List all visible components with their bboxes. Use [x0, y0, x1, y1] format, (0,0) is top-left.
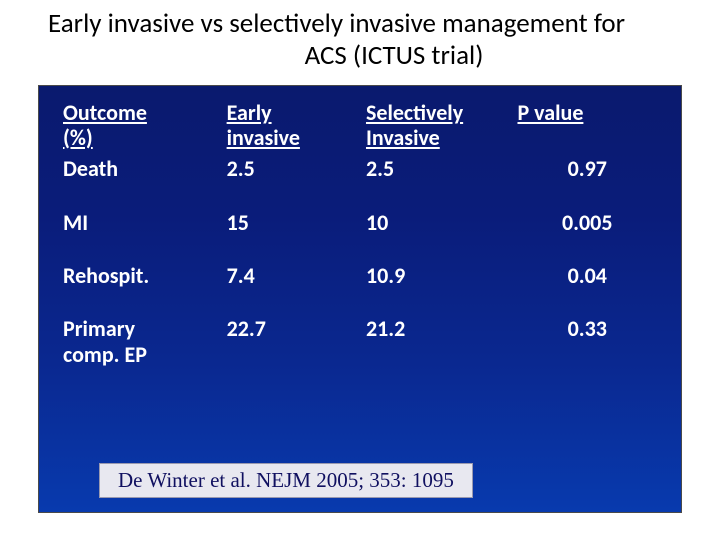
- row-gap: [57, 235, 663, 263]
- slide: Early invasive vs selectively invasive m…: [0, 0, 720, 540]
- slide-title: Early invasive vs selectively invasive m…: [0, 0, 720, 77]
- row-gap: [57, 182, 663, 210]
- citation-text: De Winter et al. NEJM 2005; 353: 1095: [118, 468, 454, 492]
- cell-sel: 2.5: [360, 156, 512, 181]
- header-outcome-l2: (%): [63, 124, 93, 151]
- header-row: Outcome (%) Early invasive Selectively I…: [57, 100, 663, 157]
- header-sel-l1: Selectively: [366, 99, 463, 126]
- cell-p: 0.33: [511, 316, 663, 367]
- header-pvalue: P value: [511, 100, 663, 157]
- cell-p: 0.04: [511, 263, 663, 288]
- row-label-l1: Primary: [63, 315, 135, 342]
- row-label: Rehospit.: [57, 263, 221, 288]
- citation-box: De Winter et al. NEJM 2005; 353: 1095: [99, 463, 473, 498]
- header-early-l1: Early: [227, 99, 272, 126]
- header-outcome: Outcome (%): [57, 100, 221, 157]
- cell-p: 0.005: [511, 210, 663, 235]
- header-early: Early invasive: [221, 100, 360, 157]
- cell-sel: 21.2: [360, 316, 512, 367]
- table-row: MI 15 10 0.005: [57, 210, 663, 235]
- header-p-l1: P value: [517, 99, 583, 126]
- cell-early: 22.7: [221, 316, 360, 367]
- row-label: Death: [57, 156, 221, 181]
- row-label: Primary comp. EP: [57, 316, 221, 367]
- cell-early: 7.4: [221, 263, 360, 288]
- title-line-2: ACS (ICTUS trial): [48, 40, 690, 72]
- table-row: Death 2.5 2.5 0.97: [57, 156, 663, 181]
- table-panel: Outcome (%) Early invasive Selectively I…: [38, 85, 682, 513]
- header-selectively: Selectively Invasive: [360, 100, 512, 157]
- header-outcome-l1: Outcome: [63, 99, 147, 126]
- cell-sel: 10: [360, 210, 512, 235]
- cell-p: 0.97: [511, 156, 663, 181]
- title-line-1: Early invasive vs selectively invasive m…: [48, 7, 625, 40]
- table-row: Rehospit. 7.4 10.9 0.04: [57, 263, 663, 288]
- header-early-l2: invasive: [227, 124, 300, 151]
- outcomes-table: Outcome (%) Early invasive Selectively I…: [57, 100, 663, 367]
- row-gap: [57, 288, 663, 316]
- cell-early: 2.5: [221, 156, 360, 181]
- cell-sel: 10.9: [360, 263, 512, 288]
- cell-early: 15: [221, 210, 360, 235]
- row-label: MI: [57, 210, 221, 235]
- row-label-l2: comp. EP: [63, 341, 147, 368]
- header-sel-l2: Invasive: [366, 124, 440, 151]
- table-row: Primary comp. EP 22.7 21.2 0.33: [57, 316, 663, 367]
